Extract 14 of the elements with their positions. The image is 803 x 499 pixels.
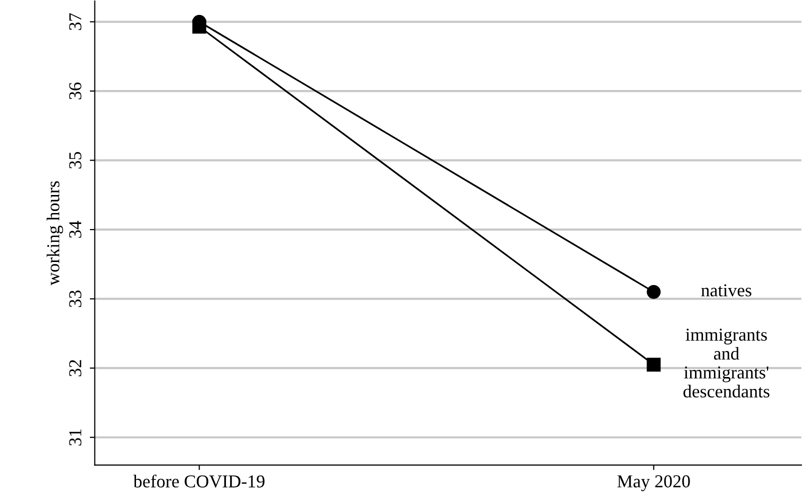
y-tick-label: 37: [69, 13, 82, 30]
y-tick-label: 35: [69, 152, 82, 168]
y-axis-title: working hours: [46, 181, 64, 286]
y-tick-label: 34: [69, 220, 82, 238]
y-tick-label: 36: [69, 82, 82, 100]
x-tick-label: before COVID-19: [133, 474, 264, 488]
y-tick-label: 32: [69, 360, 82, 376]
text: natives: [701, 284, 752, 296]
point: [646, 284, 661, 299]
point: [646, 358, 661, 372]
y-tick-label: 33: [69, 290, 82, 307]
y-tick-label: 31: [69, 429, 82, 446]
x-tick-label: May 2020: [617, 475, 690, 492]
series-label: immigrants and immigrants' descendants: [683, 328, 770, 398]
